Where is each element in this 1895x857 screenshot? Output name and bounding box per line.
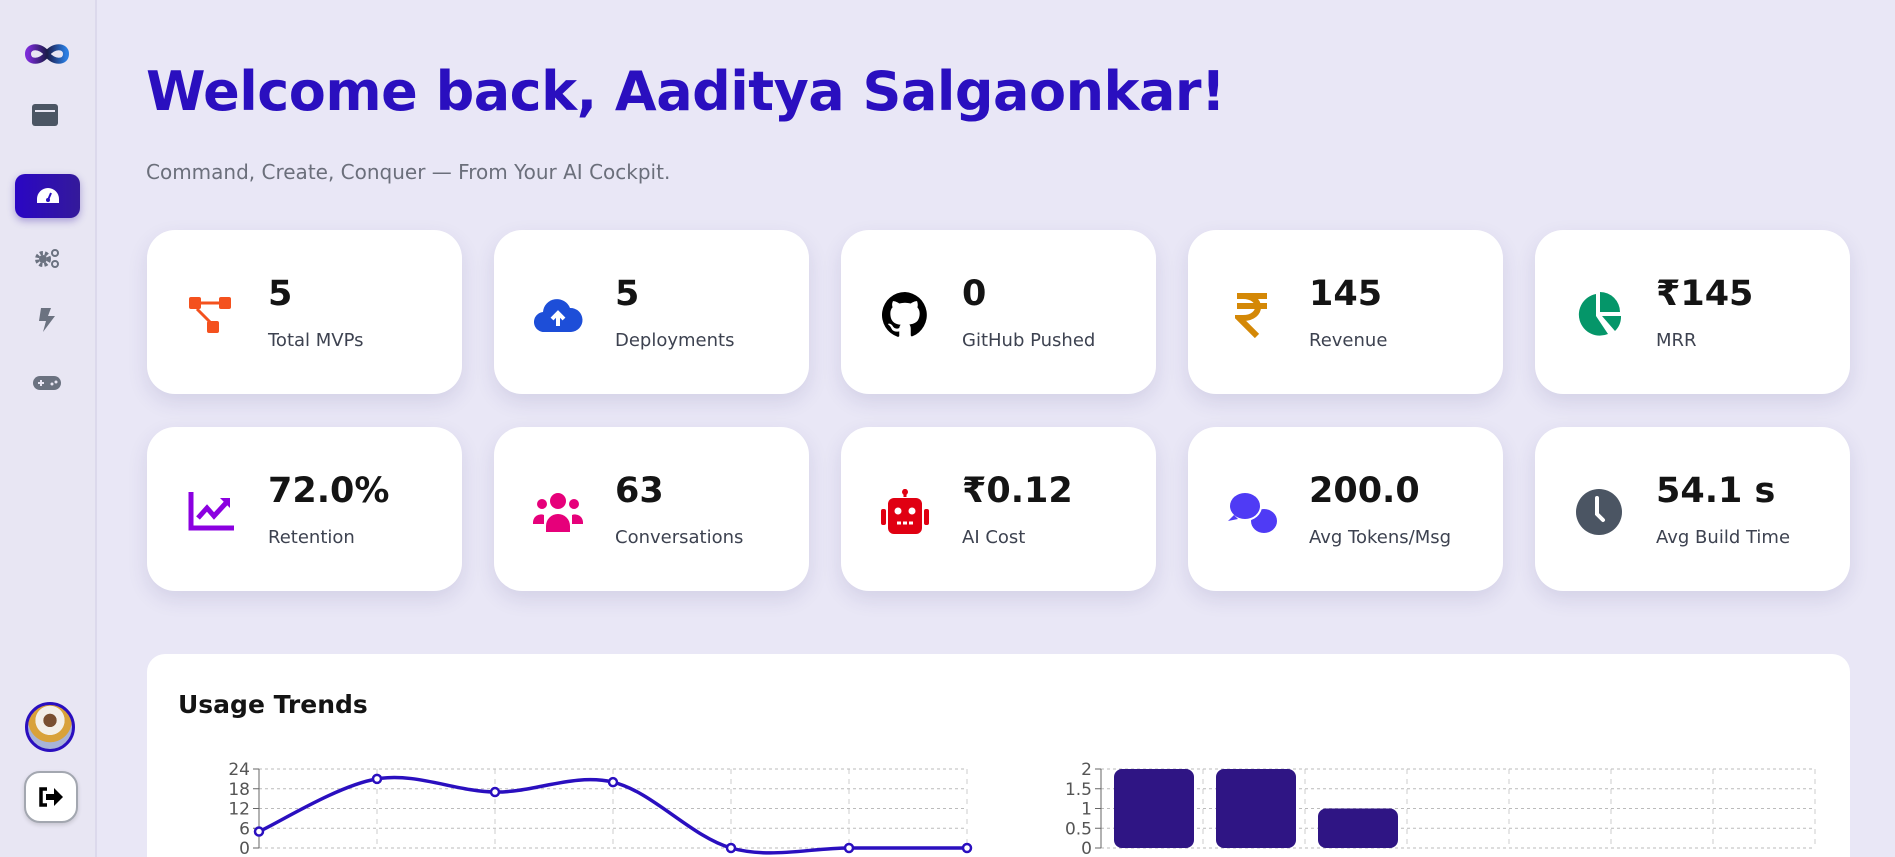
stat-card-github-pushed: 0 GitHub Pushed <box>841 230 1156 394</box>
window-icon[interactable] <box>30 101 60 129</box>
line-point <box>725 842 737 854</box>
stat-card-conversations: 63 Conversations <box>494 427 809 591</box>
y-tick-label: 18 <box>228 780 250 800</box>
line-point <box>371 773 383 785</box>
gears-icon[interactable] <box>30 244 64 272</box>
line-point <box>489 786 501 798</box>
y-tick-label: 24 <box>228 760 250 780</box>
y-tick-label: 0.5 <box>1065 819 1092 839</box>
stat-label: AI Cost <box>962 527 1026 548</box>
stat-label: Retention <box>268 527 355 548</box>
y-tick-label: 2 <box>1081 760 1092 780</box>
stat-label: Conversations <box>615 527 744 548</box>
robot-icon <box>879 487 931 537</box>
y-tick-label: 6 <box>239 819 250 839</box>
chart-line-icon <box>185 487 237 537</box>
stat-label: Deployments <box>615 330 735 351</box>
gamepad-icon[interactable] <box>30 371 64 395</box>
stat-card-ai-cost: ₹0.12 AI Cost <box>841 427 1156 591</box>
stat-card-total-mvps: 5 Total MVPs <box>147 230 462 394</box>
stat-card-avg-build-time: 54.1 s Avg Build Time <box>1535 427 1850 591</box>
y-tick-label: 1.5 <box>1065 780 1092 800</box>
clock-icon <box>1573 487 1625 537</box>
y-tick-label: 12 <box>228 800 250 820</box>
stat-label: Avg Build Time <box>1656 527 1791 548</box>
stat-value: 145 <box>1309 274 1383 314</box>
infinity-logo-icon[interactable] <box>20 38 74 70</box>
sitemap-icon <box>185 290 237 340</box>
stat-card-revenue: 145 Revenue <box>1188 230 1503 394</box>
stat-value: 5 <box>615 274 640 314</box>
y-tick-label: 1 <box>1081 800 1092 820</box>
stat-value: 54.1 s <box>1656 471 1776 511</box>
bar <box>1114 769 1194 848</box>
stat-value: 5 <box>268 274 293 314</box>
stat-value: 200.0 <box>1309 471 1420 511</box>
line-point <box>607 776 619 788</box>
stat-card-avg-tokens-msg: 200.0 Avg Tokens/Msg <box>1188 427 1503 591</box>
bar <box>1216 769 1296 848</box>
stat-label: Avg Tokens/Msg <box>1309 527 1452 548</box>
stat-label: Total MVPs <box>268 330 364 351</box>
logout-button[interactable] <box>24 771 78 823</box>
sidebar-item-dashboard[interactable] <box>15 174 80 218</box>
stat-card-deployments: 5 Deployments <box>494 230 809 394</box>
stat-value: 0 <box>962 274 987 314</box>
stat-card-retention: 72.0% Retention <box>147 427 462 591</box>
github-icon <box>879 290 931 340</box>
usage-trends-card: Usage Trends <box>147 654 1850 857</box>
stat-value: ₹0.12 <box>962 471 1073 511</box>
cloud-upload-icon <box>532 290 584 340</box>
stat-card-mrr: ₹145 MRR <box>1535 230 1850 394</box>
line-point <box>843 842 855 854</box>
tachometer-icon <box>36 187 60 205</box>
page-subtitle: Command, Create, Conquer — From Your AI … <box>146 160 671 184</box>
stat-value: ₹145 <box>1656 274 1754 314</box>
rupee-icon <box>1226 290 1278 340</box>
stat-label: MRR <box>1656 330 1697 351</box>
stat-label: Revenue <box>1309 330 1388 351</box>
pie-chart-icon <box>1573 290 1625 340</box>
stat-value: 63 <box>615 471 664 511</box>
sign-out-icon <box>38 787 64 807</box>
usage-trends-title: Usage Trends <box>178 690 368 719</box>
comments-icon <box>1226 487 1278 537</box>
y-tick-label: 0 <box>1081 839 1092 857</box>
bolt-icon[interactable] <box>32 305 62 335</box>
avatar[interactable] <box>25 702 75 752</box>
y-tick-label: 0 <box>239 839 250 857</box>
stat-label: GitHub Pushed <box>962 330 1096 351</box>
line-point <box>961 842 973 854</box>
stat-value: 72.0% <box>268 471 390 511</box>
page-title: Welcome back, Aaditya Salgaonkar! <box>146 60 1226 123</box>
sidebar <box>0 0 97 857</box>
line-point <box>253 826 265 837</box>
bar <box>1318 808 1398 848</box>
users-icon <box>532 487 584 537</box>
